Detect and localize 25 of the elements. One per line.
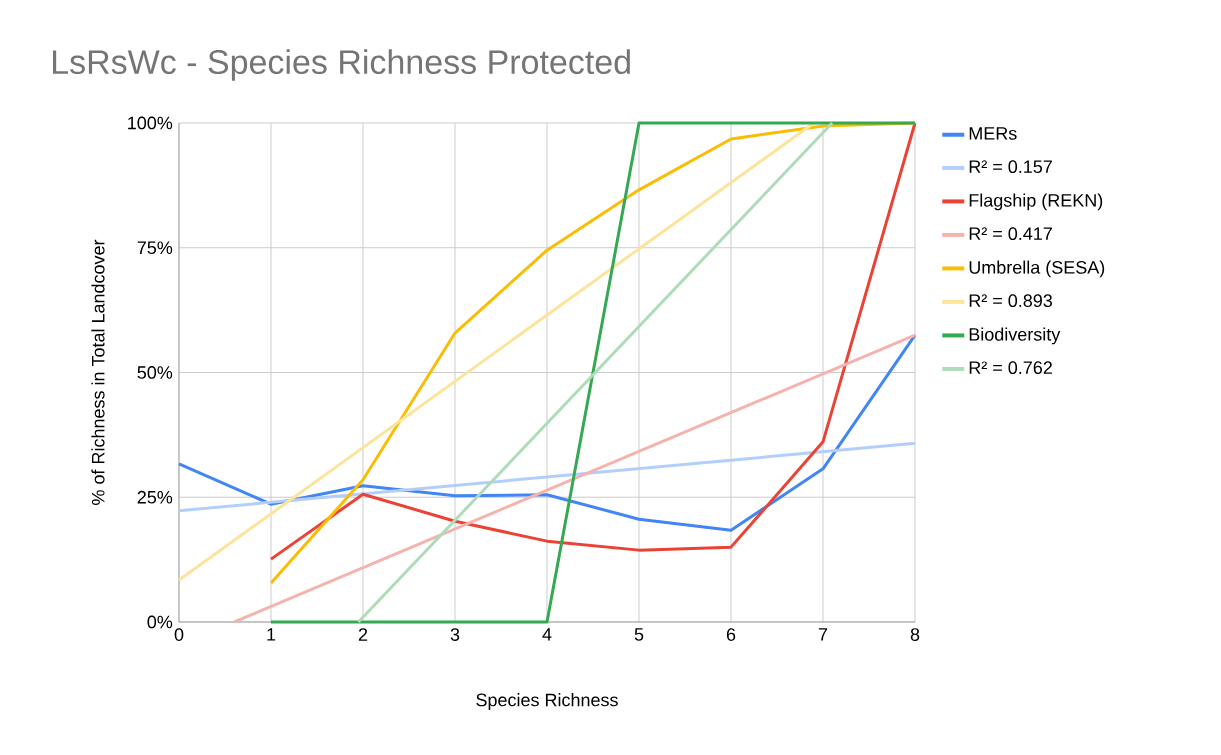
legend-label: R² = 0.762	[969, 361, 1052, 375]
y-tick-label: 0%	[147, 615, 173, 629]
legend-label: Umbrella (SESA)	[969, 260, 1105, 278]
y-tick-label: 75%	[137, 241, 173, 255]
legend-label: R² = 0.157	[969, 160, 1052, 174]
x-axis-title: Species Richness	[476, 693, 618, 710]
legend-label: Flagship (REKN)	[969, 193, 1103, 211]
x-tick-label: 4	[542, 628, 552, 641]
legend-label: R² = 0.893	[969, 294, 1053, 308]
y-tick-label: 100%	[128, 116, 173, 130]
x-tick-label: 0	[174, 628, 184, 641]
x-tick-label: 7	[818, 628, 828, 641]
legend-label: Biodiversity	[969, 327, 1061, 345]
legend-label: R² = 0.417	[969, 227, 1052, 241]
y-tick-label: 50%	[137, 366, 173, 379]
y-axis-title: % of Richness in Total Landcover	[91, 239, 105, 505]
y-tick-label: 25%	[137, 490, 173, 504]
x-tick-label: 6	[726, 628, 736, 641]
legend-label: MERs	[969, 127, 1017, 140]
x-tick-label: 2	[358, 628, 368, 641]
x-tick-label: 1	[267, 628, 276, 641]
x-tick-label: 3	[450, 628, 460, 641]
x-tick-label: 8	[910, 628, 920, 641]
x-tick-label: 5	[634, 628, 644, 641]
chart-title: LsRsWc - Species Richness Protected	[53, 49, 630, 81]
